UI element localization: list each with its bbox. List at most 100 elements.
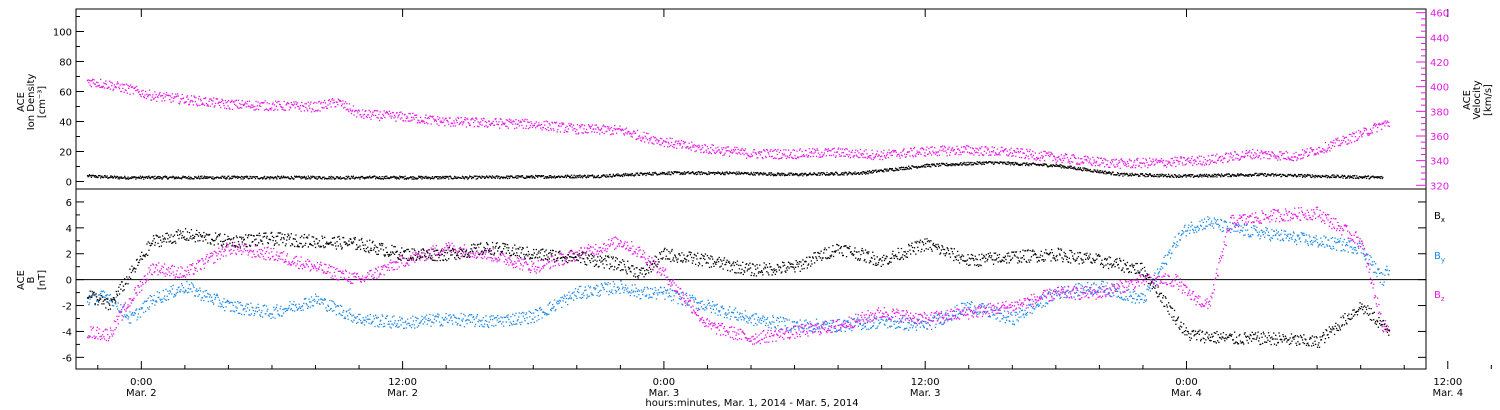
density-point xyxy=(573,174,575,176)
by-point xyxy=(101,295,103,297)
by-point xyxy=(510,322,513,325)
by-point xyxy=(218,299,221,301)
velocity-point xyxy=(659,143,661,146)
density-point xyxy=(1093,169,1095,171)
density-point xyxy=(1269,175,1272,177)
by-point xyxy=(285,308,287,310)
density-point xyxy=(505,177,507,179)
velocity-point xyxy=(639,137,641,139)
density-point xyxy=(700,171,703,173)
by-point xyxy=(488,321,490,323)
velocity-point xyxy=(273,109,275,111)
by-point xyxy=(365,321,368,323)
by-point xyxy=(187,287,189,290)
by-point xyxy=(186,280,188,283)
density-point xyxy=(585,176,587,178)
density-point xyxy=(385,177,387,180)
by-point xyxy=(98,299,100,301)
by-point xyxy=(473,318,475,321)
velocity-point xyxy=(1193,162,1195,164)
velocity-point xyxy=(849,154,851,156)
density-point xyxy=(1188,175,1191,177)
velocity-point xyxy=(699,146,701,148)
density-point xyxy=(224,175,226,178)
by-point xyxy=(643,288,645,290)
velocity-point xyxy=(715,147,717,149)
density-point xyxy=(609,173,611,176)
velocity-point xyxy=(1215,162,1217,164)
velocity-point xyxy=(975,151,978,153)
velocity-point xyxy=(1122,160,1124,163)
density-point xyxy=(315,176,317,178)
velocity-point xyxy=(355,109,357,112)
velocity-point xyxy=(1108,166,1110,168)
velocity-point xyxy=(498,121,500,123)
density-point xyxy=(836,172,839,175)
by-point xyxy=(521,321,523,323)
velocity-point xyxy=(943,145,946,147)
density-point xyxy=(1135,173,1137,176)
velocity-point xyxy=(241,107,243,109)
velocity-point xyxy=(100,86,102,88)
density-point xyxy=(223,177,225,179)
velocity-point xyxy=(719,152,722,155)
density-point xyxy=(1314,176,1316,179)
top-left-tick-label: 0 xyxy=(66,178,72,189)
density-point xyxy=(1216,176,1218,178)
velocity-point xyxy=(1351,135,1353,137)
by-point xyxy=(115,303,117,305)
velocity-point xyxy=(164,96,166,98)
velocity-point xyxy=(1158,161,1161,163)
density-point xyxy=(1376,176,1378,178)
by-point xyxy=(267,314,270,316)
velocity-point xyxy=(258,109,260,111)
density-point xyxy=(362,177,364,179)
velocity-point xyxy=(1324,149,1326,151)
density-point xyxy=(953,163,955,166)
density-point xyxy=(467,177,469,179)
velocity-point xyxy=(115,86,117,88)
velocity-point xyxy=(1273,154,1276,156)
velocity-point xyxy=(405,117,407,119)
velocity-point xyxy=(783,149,785,151)
density-point xyxy=(1332,176,1334,178)
density-point xyxy=(497,177,499,179)
density-point xyxy=(909,166,911,169)
by-point xyxy=(435,315,437,317)
density-point xyxy=(344,178,347,180)
by-point xyxy=(86,301,89,303)
density-point xyxy=(368,176,370,178)
velocity-point xyxy=(1358,136,1360,138)
by-point xyxy=(288,305,290,307)
density-point xyxy=(94,176,96,178)
velocity-point xyxy=(1320,151,1322,153)
velocity-point xyxy=(1303,154,1305,156)
by-point xyxy=(108,294,110,296)
velocity-point xyxy=(903,148,905,150)
velocity-point xyxy=(790,151,792,154)
velocity-point xyxy=(1025,154,1027,157)
velocity-point xyxy=(479,123,481,126)
density-point xyxy=(1358,175,1360,178)
velocity-point xyxy=(621,128,623,131)
velocity-point xyxy=(620,130,622,132)
velocity-point xyxy=(182,97,185,99)
velocity-point xyxy=(1070,157,1072,159)
density-point xyxy=(262,178,264,180)
density-point xyxy=(641,173,643,175)
density-point xyxy=(478,175,481,177)
velocity-point xyxy=(280,105,282,108)
density-point xyxy=(504,177,506,179)
density-point xyxy=(1009,164,1012,166)
density-point xyxy=(1087,168,1089,170)
legend-by: By xyxy=(1434,251,1445,264)
density-point xyxy=(750,171,752,174)
velocity-point xyxy=(813,152,815,154)
velocity-point xyxy=(349,108,351,110)
velocity-point xyxy=(507,127,509,129)
density-point xyxy=(648,173,650,175)
velocity-point xyxy=(167,94,169,96)
density-point xyxy=(1094,170,1097,172)
by-point xyxy=(412,315,414,317)
by-point xyxy=(220,303,223,305)
